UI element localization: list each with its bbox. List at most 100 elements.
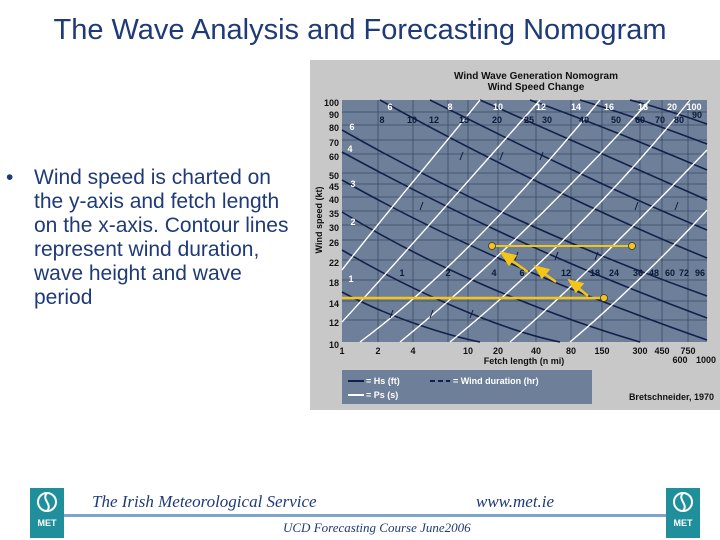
y-tick-3: 70	[329, 138, 339, 148]
period-5: 18	[590, 268, 600, 278]
hs-top-0: 8	[379, 115, 384, 125]
y-tick-8: 35	[329, 209, 339, 219]
period-11: 96	[695, 268, 705, 278]
bullet-marker: •	[6, 166, 14, 189]
y-tick-0: 100	[324, 98, 339, 108]
met-logo-right: MET	[666, 488, 700, 538]
logo-text-right: MET	[674, 518, 694, 528]
duration-top-7: 20	[667, 102, 677, 112]
x-tick-7: 150	[594, 346, 609, 356]
nomogram-grid-area	[342, 100, 707, 342]
x-tick-3: 10	[463, 346, 473, 356]
hs-left-4: 1	[348, 274, 353, 284]
duration-top-3: 12	[536, 102, 546, 112]
y-tick-6: 45	[329, 182, 339, 192]
x-tick-9: 450	[654, 346, 669, 356]
x-tick-labels: 1 2 4 10 20 40 80 150 300 450 750	[339, 346, 695, 356]
duration-top-8: 100	[686, 102, 701, 112]
y-axis-label: Wind speed (kt)	[314, 187, 324, 254]
legend-ps-text: = Ps (s)	[366, 390, 398, 400]
period-1: 2	[445, 268, 450, 278]
x-tick-10: 750	[680, 346, 695, 356]
hs-top-9: 60	[635, 115, 645, 125]
duration-top-4: 14	[571, 102, 581, 112]
period-8: 48	[649, 268, 659, 278]
x-tick-labels-bottom: 600 1000	[672, 355, 716, 365]
y-tick-12: 18	[329, 278, 339, 288]
duration-top-0: 6	[387, 102, 392, 112]
hs-top-6: 30	[542, 115, 552, 125]
hs-top-12: 90	[692, 110, 702, 120]
change-arrows	[499, 251, 589, 297]
y-tick-11: 22	[329, 258, 339, 268]
logo-text-left: MET	[38, 518, 58, 528]
y-tick-13: 14	[329, 299, 339, 309]
bullet-text: Wind speed is charted on the y-axis and …	[34, 166, 289, 309]
hs-top-5: 25	[524, 115, 534, 125]
x-tick-bottom-0: 600	[672, 355, 687, 365]
period-3: 6	[519, 268, 524, 278]
duration-dashes	[389, 151, 679, 319]
hs-left-2: 3	[350, 179, 355, 189]
left-hs-labels: 6 4 3 2 1	[347, 122, 355, 284]
nomogram-title-2: Wind Speed Change	[488, 82, 585, 93]
y-tick-10: 26	[329, 238, 339, 248]
x-tick-bottom-1: 1000	[696, 355, 716, 365]
footer-course: UCD Forecasting Course June2006	[283, 520, 471, 535]
y-tick-2: 80	[329, 123, 339, 133]
highlight-point-end	[628, 242, 636, 250]
top-hs-labels: 8 10 12 15 20 25 30 40 50 60 70 80 90	[379, 110, 702, 125]
top-duration-labels: 6 8 10 12 14 16 18 20 100	[387, 102, 701, 112]
footer-organisation: The Irish Meteorological Service	[92, 492, 317, 511]
y-tick-1: 90	[329, 110, 339, 120]
nomogram-figure: Wind Wave Generation Nomogram Wind Speed…	[310, 60, 720, 410]
y-tick-9: 30	[329, 223, 339, 233]
x-tick-6: 80	[566, 346, 576, 356]
x-axis-label: Fetch length (n mi)	[484, 356, 565, 366]
period-0: 1	[399, 268, 404, 278]
y-tick-15: 10	[329, 340, 339, 350]
period-10: 72	[679, 268, 689, 278]
hs-top-11: 80	[674, 115, 684, 125]
period-9: 60	[665, 268, 675, 278]
period-6: 24	[609, 268, 619, 278]
hs-left-0: 6	[349, 122, 354, 132]
hs-top-4: 20	[492, 115, 502, 125]
duration-top-5: 16	[604, 102, 614, 112]
duration-top-6: 18	[638, 102, 648, 112]
y-tick-7: 40	[329, 195, 339, 205]
x-tick-2: 4	[410, 346, 415, 356]
highlight-point-start	[488, 242, 496, 250]
period-2: 4	[491, 268, 496, 278]
x-tick-5: 40	[531, 346, 541, 356]
nomogram-title-1: Wind Wave Generation Nomogram	[454, 71, 618, 82]
hs-top-3: 15	[459, 115, 469, 125]
met-logo-left: MET	[30, 488, 64, 538]
hs-left-3: 2	[350, 217, 355, 227]
highlight-point-fetch	[600, 294, 608, 302]
y-tick-14: 12	[329, 318, 339, 328]
legend-box	[342, 370, 592, 404]
period-4: 12	[561, 268, 571, 278]
duration-top-1: 8	[447, 102, 452, 112]
hs-top-1: 10	[407, 115, 417, 125]
hs-top-7: 40	[579, 115, 589, 125]
x-tick-0: 1	[339, 346, 344, 356]
legend-hs-text: = Hs (ft)	[366, 376, 400, 386]
y-tick-5: 50	[329, 171, 339, 181]
x-tick-4: 20	[493, 346, 503, 356]
duration-top-2: 10	[493, 102, 503, 112]
x-tick-8: 300	[632, 346, 647, 356]
footer-url[interactable]: www.met.ie	[476, 492, 555, 511]
source-citation: Bretschneider, 1970	[629, 392, 714, 402]
hs-top-10: 70	[655, 115, 665, 125]
y-tick-4: 60	[329, 152, 339, 162]
hs-top-8: 50	[611, 115, 621, 125]
slide-title: The Wave Analysis and Forecasting Nomogr…	[53, 14, 667, 46]
legend-duration-text: = Wind duration (hr)	[453, 376, 539, 386]
ps-curves	[341, 99, 708, 343]
hs-top-2: 12	[429, 115, 439, 125]
x-tick-1: 2	[375, 346, 380, 356]
period-labels: 1 2 4 6 12 18 24 36 48 60 72 96	[399, 268, 705, 278]
